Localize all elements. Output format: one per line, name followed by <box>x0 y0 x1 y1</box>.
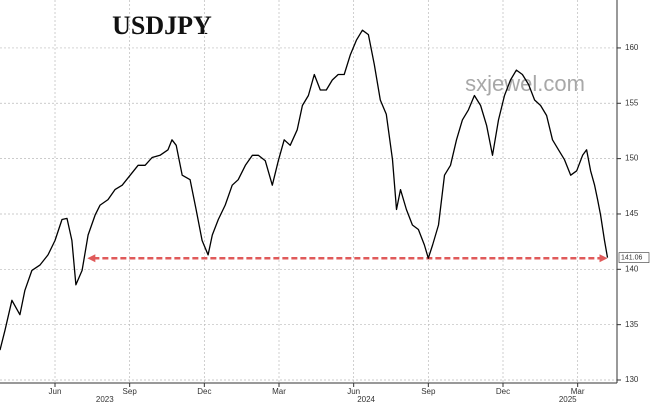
year-label: 2023 <box>96 395 114 403</box>
y-tick-label: 160 <box>625 43 639 52</box>
watermark: sxjewel.com <box>465 71 585 96</box>
year-label: 2025 <box>559 395 577 403</box>
y-tick-label: 155 <box>625 98 639 107</box>
last-value-label: 141.06 <box>621 254 643 261</box>
x-tick-label: Sep <box>123 387 138 396</box>
year-label: 2024 <box>357 395 375 403</box>
chart-title: USDJPY <box>112 11 212 40</box>
x-tick-label: Jun <box>49 387 62 396</box>
y-tick-label: 140 <box>625 264 639 273</box>
y-tick-label: 135 <box>625 320 639 329</box>
arrow-head <box>599 254 608 263</box>
price-line <box>0 29 609 351</box>
y-tick-label: 150 <box>625 154 639 163</box>
x-tick-label: Mar <box>272 387 286 396</box>
x-tick-label: Sep <box>421 387 436 396</box>
y-tick-label: 145 <box>625 209 639 218</box>
x-tick-label: Dec <box>496 387 510 396</box>
last-value-box <box>618 252 650 263</box>
x-tick-label: Dec <box>197 387 211 396</box>
y-tick-label: 130 <box>625 375 639 384</box>
arrow-head <box>87 254 96 263</box>
x-tick-label: Mar <box>571 387 585 396</box>
x-tick-label: Jun <box>347 387 360 396</box>
